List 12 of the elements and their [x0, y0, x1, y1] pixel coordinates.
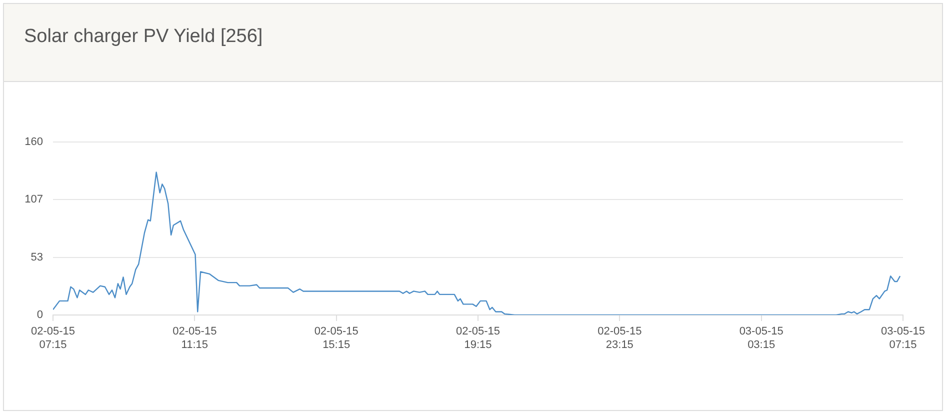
x-tick-label: 02-05-15 11:15 — [172, 326, 217, 351]
x-tick-label: 02-05-15 19:15 — [456, 326, 500, 351]
y-tick-label: 107 — [24, 193, 43, 206]
x-tick-label: 02-05-15 15:15 — [314, 326, 358, 351]
chart-title: Solar charger PV Yield [256] — [24, 26, 263, 48]
x-tick-label: 02-05-15 07:15 — [30, 326, 76, 351]
y-tick-label: 0 — [36, 309, 43, 322]
y-tick-label: 53 — [30, 252, 43, 264]
x-tick-label: 03-05-15 07:15 — [880, 326, 926, 351]
x-tick-label: 03-05-15 03:15 — [739, 326, 784, 351]
y-tick-label: 160 — [24, 136, 43, 148]
x-tick-label: 02-05-15 23:15 — [598, 326, 642, 351]
